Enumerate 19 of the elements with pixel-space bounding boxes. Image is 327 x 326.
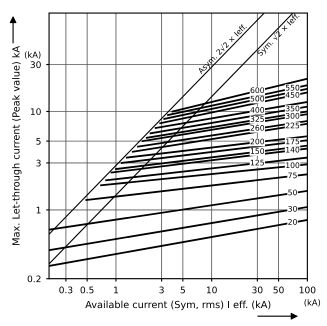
y-axis-title: Max. Let-through current (Peak value) kA	[12, 46, 22, 245]
y-tick-label: 5	[36, 138, 41, 145]
y-tick-label: 1	[36, 206, 41, 214]
text: (kA)	[24, 51, 40, 59]
x-tick-label: 5	[180, 286, 185, 294]
x-tick-label: 30	[252, 286, 262, 294]
y-tick-label: 10	[30, 108, 41, 116]
x-tick-label: 10	[206, 286, 217, 294]
x-tick-label: 0.5	[80, 286, 94, 294]
text: (kA)	[304, 299, 320, 307]
x-axis-title: Available current (Sym, rms) I eff. (kA)	[85, 300, 270, 310]
x-tick-label: 3	[159, 286, 164, 294]
y-tick-label: 3	[36, 160, 41, 167]
y-tick-label: 30	[30, 61, 41, 68]
x-tick-label: 0.3	[59, 286, 72, 294]
x-tick-label: 100	[300, 286, 316, 294]
y-tick-label: 0.2	[28, 275, 41, 282]
x-tick-label: 1	[114, 286, 118, 294]
x-tick-label: 50	[274, 286, 284, 294]
